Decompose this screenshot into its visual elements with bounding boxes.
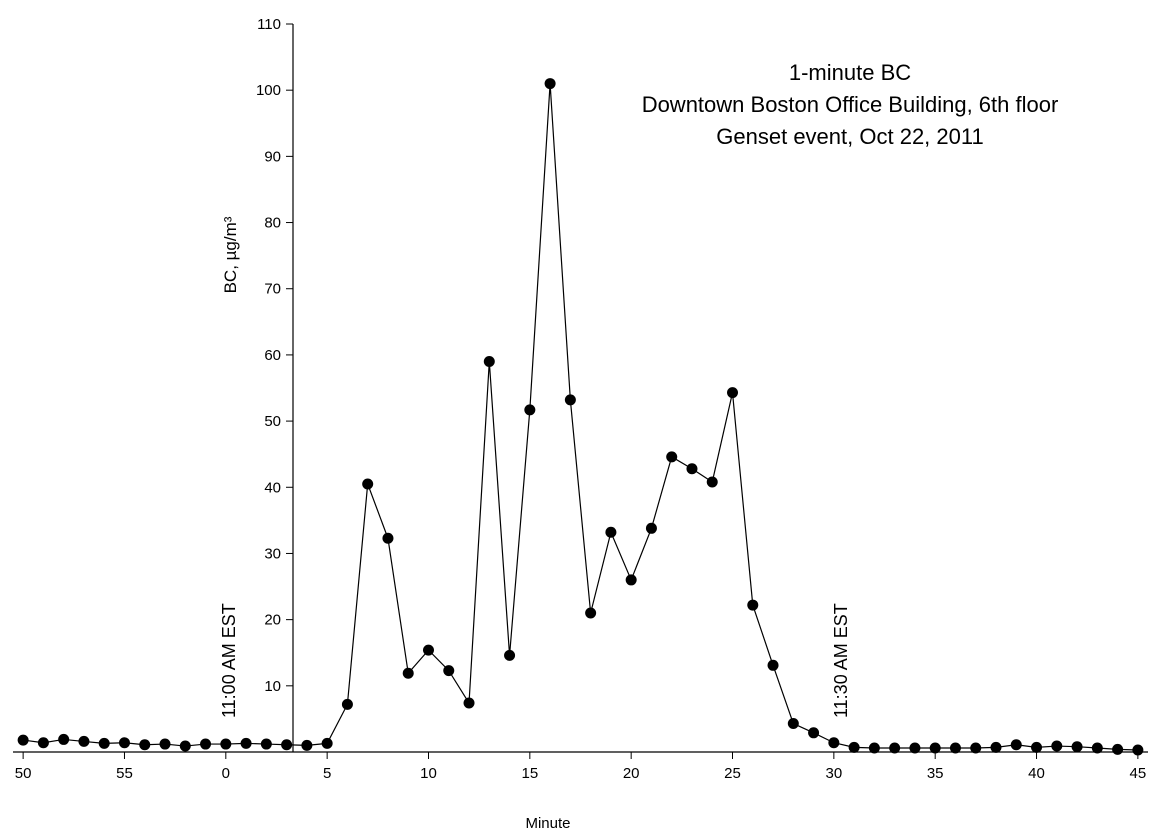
marker	[139, 739, 151, 751]
marker	[321, 737, 333, 749]
marker	[767, 659, 779, 671]
y-tick-label: 80	[264, 215, 281, 232]
marker	[828, 737, 840, 749]
x-tick-label: 55	[116, 765, 133, 782]
marker	[1031, 741, 1043, 753]
chart-title: Genset event, Oct 22, 2011	[716, 124, 983, 149]
marker	[625, 574, 637, 586]
x-axis-label: Minute	[525, 815, 570, 832]
marker	[200, 738, 212, 750]
y-tick-label: 20	[264, 612, 281, 629]
marker	[504, 649, 516, 661]
x-tick-label: 0	[222, 765, 230, 782]
marker	[990, 741, 1002, 753]
marker	[808, 727, 820, 739]
marker	[78, 735, 90, 747]
chart-title: 1-minute BC	[789, 60, 911, 85]
marker	[301, 739, 313, 751]
marker	[483, 356, 495, 368]
marker	[666, 451, 678, 463]
x-tick-label: 20	[623, 765, 640, 782]
marker	[240, 737, 252, 749]
marker	[17, 734, 29, 746]
marker	[463, 697, 475, 709]
y-tick-label: 90	[264, 148, 281, 165]
annotation: 11:00 AM EST	[219, 603, 239, 718]
marker	[382, 532, 394, 544]
marker	[605, 526, 617, 538]
x-tick-label: 40	[1028, 765, 1045, 782]
x-tick-label: 5	[323, 765, 331, 782]
marker	[747, 599, 759, 611]
marker	[645, 522, 657, 534]
marker	[118, 737, 130, 749]
marker	[889, 742, 901, 754]
marker	[868, 742, 880, 754]
x-tick-label: 10	[420, 765, 437, 782]
marker	[260, 738, 272, 750]
marker	[443, 665, 455, 677]
y-tick-label: 60	[264, 347, 281, 364]
marker	[848, 741, 860, 753]
y-axis-label: BC, µg/m³	[221, 216, 240, 293]
marker	[706, 476, 718, 488]
annotation: 11:30 AM EST	[831, 603, 851, 718]
marker	[564, 394, 576, 406]
marker	[524, 404, 536, 416]
marker	[787, 718, 799, 730]
marker	[362, 478, 374, 490]
y-tick-label: 70	[264, 281, 281, 298]
y-tick-label: 50	[264, 413, 281, 430]
x-tick-label: 30	[826, 765, 843, 782]
marker	[58, 733, 70, 745]
marker	[544, 78, 556, 90]
x-tick-label: 15	[521, 765, 538, 782]
y-tick-label: 40	[264, 479, 281, 496]
marker	[1112, 743, 1124, 755]
marker	[220, 738, 232, 750]
x-tick-label: 45	[1130, 765, 1147, 782]
y-tick-label: 110	[257, 16, 281, 33]
marker	[1010, 739, 1022, 751]
marker	[1071, 741, 1083, 753]
y-tick-label: 10	[264, 678, 281, 695]
marker	[929, 742, 941, 754]
marker	[949, 742, 961, 754]
y-tick-label: 100	[256, 82, 281, 99]
marker	[402, 667, 414, 679]
marker	[727, 387, 739, 399]
marker	[422, 644, 434, 656]
marker	[1132, 744, 1144, 756]
marker	[159, 738, 171, 750]
marker	[179, 740, 191, 752]
x-tick-label: 35	[927, 765, 944, 782]
line	[23, 83, 1138, 751]
marker	[37, 737, 49, 749]
y-tick-label: 30	[264, 545, 281, 562]
chart-title: Downtown Boston Office Building, 6th flo…	[642, 92, 1059, 117]
marker	[341, 698, 353, 710]
marker	[970, 742, 982, 754]
x-tick-label: 25	[724, 765, 741, 782]
marker	[98, 737, 110, 749]
x-tick-label: 50	[15, 765, 32, 782]
marker	[585, 607, 597, 619]
marker	[1051, 740, 1063, 752]
marker	[281, 739, 293, 751]
marker	[909, 742, 921, 754]
marker	[686, 463, 698, 475]
marker	[1091, 742, 1103, 754]
